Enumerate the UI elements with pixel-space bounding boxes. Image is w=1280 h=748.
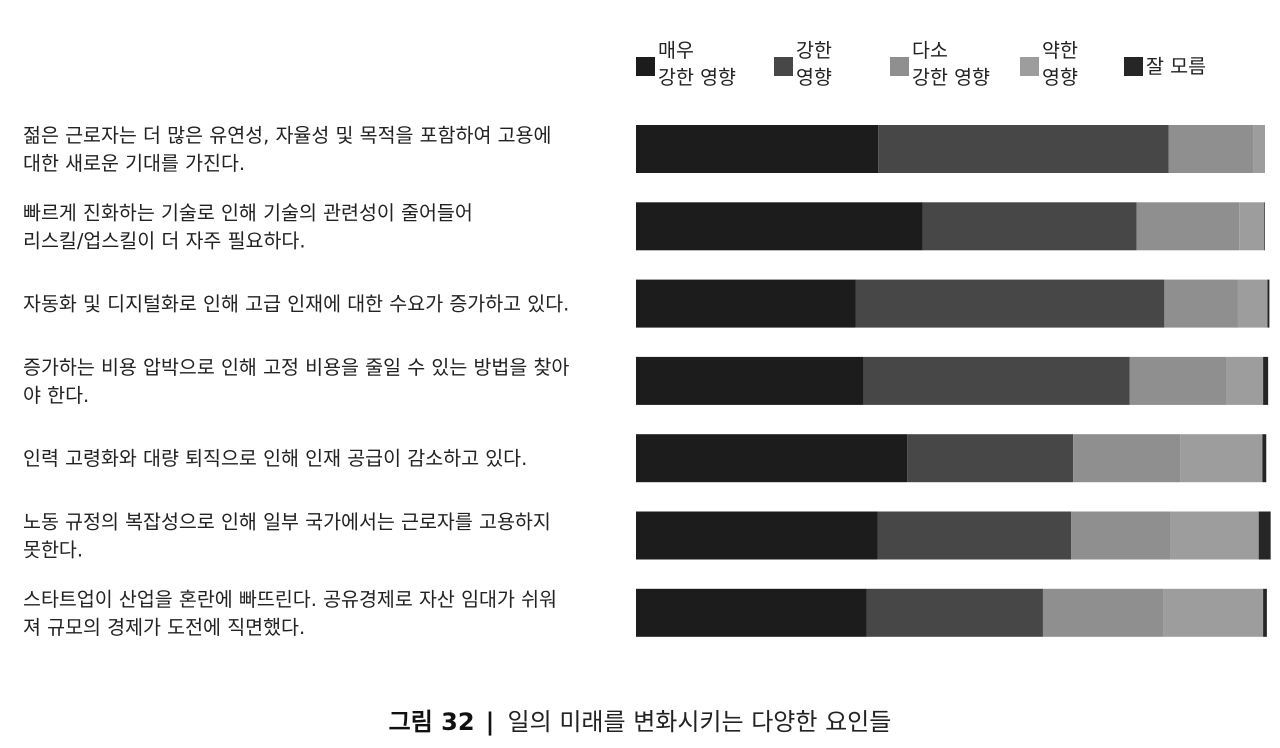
bar-segment [1264,202,1265,251]
bar-segment [863,356,1130,405]
bar-segment [907,434,1074,483]
bar-segment [1258,511,1271,560]
bar-segment [636,588,867,637]
legend-label: 강한 영향 [912,66,990,89]
legend-swatch [890,57,909,76]
category-label: 리스킬/업스킬이 더 자주 필요하다. [23,229,306,252]
bars [636,125,1271,637]
legend-label: 매우 [658,39,694,62]
category-label: 대한 새로운 기대를 가진다. [23,152,245,175]
category-label: 빠르게 진화하는 기술로 인해 기술의 관련성이 줄어들어 [23,201,473,224]
category-label: 져 규모의 경제가 도전에 직면했다. [23,616,305,639]
bar-segment [922,202,1137,251]
bar-segment [1253,125,1265,173]
legend-swatch [1020,57,1039,76]
legend-label: 강한 영향 [658,66,736,89]
category-label: 못한다. [23,539,83,562]
bar-segment [855,279,1165,328]
legend-item: 잘 모름 [1124,55,1206,78]
bar-row [636,434,1267,483]
legend-label: 영향 [796,66,832,89]
bar-segment [877,511,1072,560]
legend-label: 강한 [796,39,832,62]
bar-segment [636,511,878,560]
bar-segment [636,125,879,173]
legend-label: 영향 [1042,66,1078,89]
bar-segment [636,202,923,251]
bar-segment [1263,356,1269,405]
bar-segment [1168,125,1254,173]
bar-row [636,202,1265,251]
bar-row [636,356,1269,405]
category-label: 젊은 근로자는 더 많은 유연성, 자율성 및 목적을 포함하여 고용에 [23,124,551,147]
bar-segment [1129,356,1227,405]
bar-segment [636,434,908,483]
bar-segment [1042,588,1164,637]
bar-segment [1267,279,1270,328]
bar-row [636,279,1270,328]
bar-segment [1073,434,1181,483]
category-label: 노동 규정의 복잡성으로 인해 일부 국가에서는 근로자를 고용하지 [23,511,551,534]
caption-text: 일의 미래를 변화시키는 다양한 요인들 [508,708,892,736]
legend-swatch [636,57,655,76]
category-label: 스타트업이 산업을 혼란에 빠뜨린다. 공유경제로 자산 임대가 쉬워 [23,588,557,611]
bar-segment [636,279,856,328]
bar-segment [1180,434,1263,483]
category-label: 자동화 및 디지털화로 인해 고급 인재에 대한 수요가 증가하고 있다. [23,293,569,316]
figure-caption: 그림 32 | 일의 미래를 변화시키는 다양한 요인들 [389,708,892,736]
category-label: 증가하는 비용 압박으로 인해 고정 비용을 줄일 수 있는 방법을 찾아 [23,356,569,379]
legend-swatch [774,57,793,76]
bar-segment [1136,202,1240,251]
legend-label: 잘 모름 [1146,55,1206,78]
bar-segment [866,588,1043,637]
category-label: 인력 고령화와 대량 퇴직으로 인해 인재 공급이 감소하고 있다. [23,447,527,470]
bar-segment [1226,356,1264,405]
caption-separator: | [486,708,495,736]
bar-segment [1164,279,1238,328]
bar-segment [1170,511,1259,560]
bar-segment [1263,588,1267,637]
caption-number: 그림 32 [389,708,475,736]
bar-segment [878,125,1169,173]
bar-segment [1239,202,1265,251]
bar-segment [1262,434,1267,483]
bar-segment [636,356,864,405]
bar-row [636,588,1267,637]
legend-swatch [1124,57,1143,76]
bar-segment [1237,279,1268,328]
legend-label: 다소 [912,39,948,62]
bar-segment [1071,511,1171,560]
legend-label: 약한 [1042,39,1078,62]
bar-segment [1163,588,1264,637]
bar-row [636,125,1265,173]
category-label: 야 한다. [23,384,89,407]
bar-row [636,511,1271,560]
